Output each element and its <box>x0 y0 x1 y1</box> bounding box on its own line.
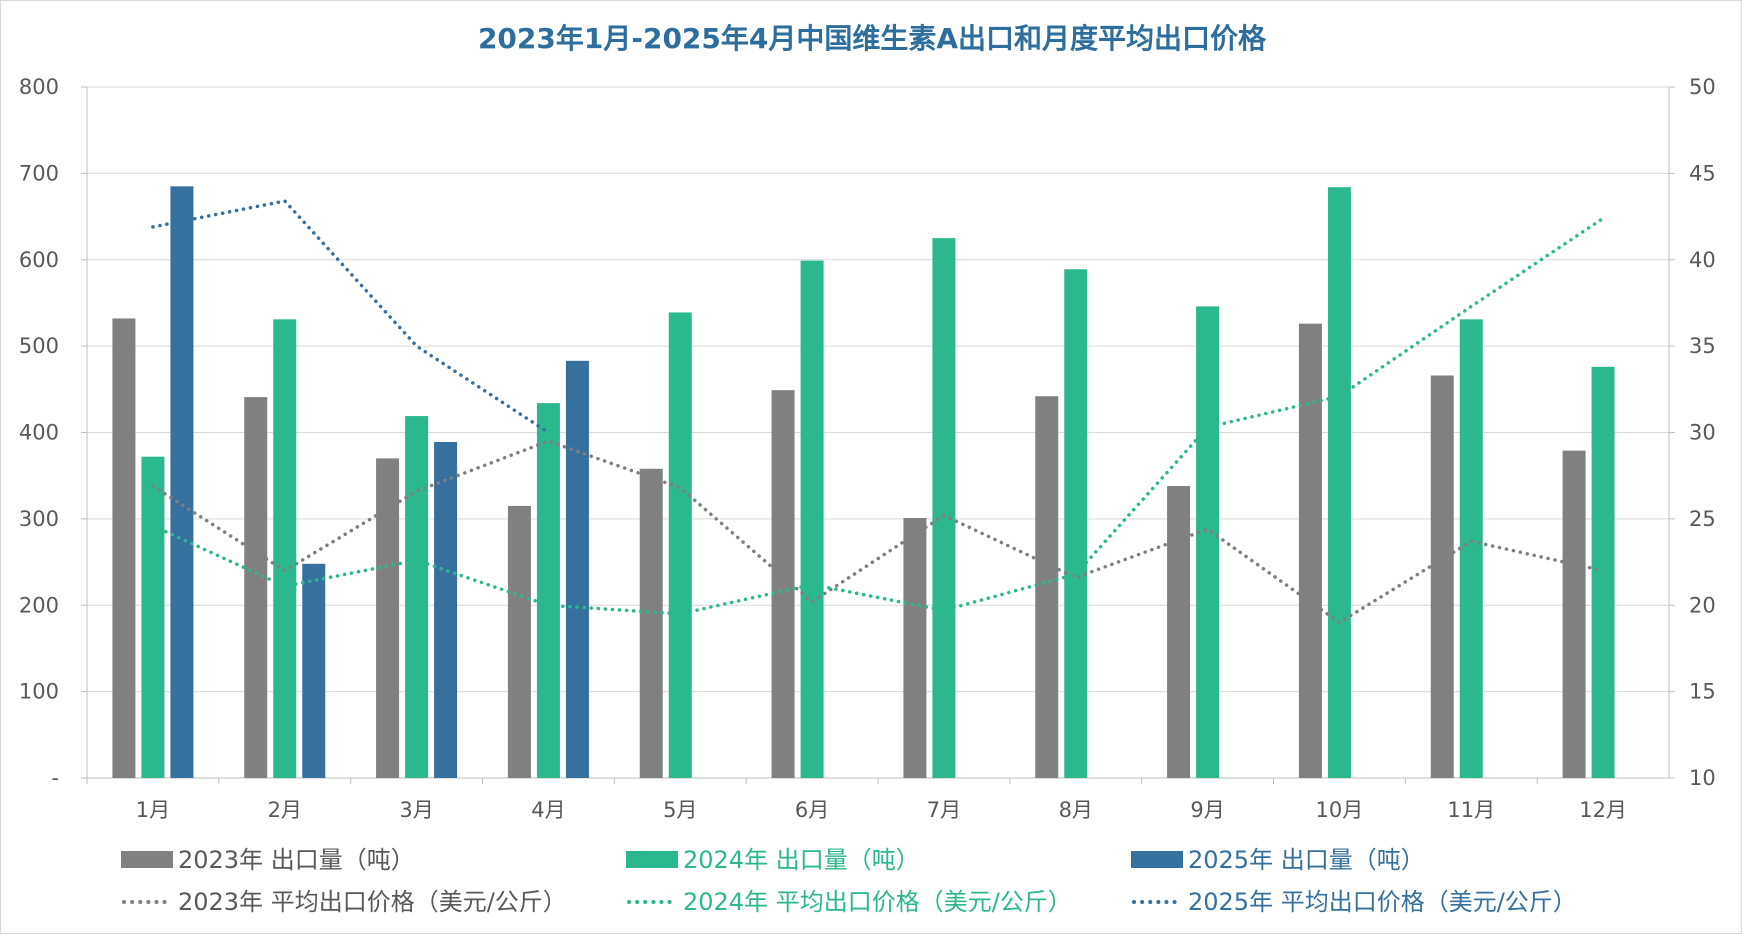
bar <box>1591 366 1615 778</box>
bar <box>1459 319 1483 778</box>
x-tick-label: 6月 <box>795 798 829 822</box>
bar <box>565 360 589 778</box>
legend-label: 2023年 平均出口价格（美元/公斤） <box>178 888 567 916</box>
y-right-tick-label: 30 <box>1689 421 1716 445</box>
bar <box>273 319 297 778</box>
legend-swatch <box>121 851 173 868</box>
x-tick-label: 4月 <box>531 798 565 822</box>
x-tick-label: 11月 <box>1447 798 1495 822</box>
bar <box>1327 187 1351 778</box>
bar <box>1298 323 1322 778</box>
lines-layer <box>151 199 1605 625</box>
bar <box>507 505 531 778</box>
bar <box>1562 450 1586 778</box>
axes-layer: - 100 200 300 400 500 600 700 800 10 15 20 25 30 35 40 4… <box>19 75 1716 822</box>
bar <box>244 397 268 778</box>
x-tick-label: 7月 <box>927 798 961 822</box>
bar <box>405 416 429 778</box>
y-left-tick-label: 800 <box>19 75 59 99</box>
bar <box>302 563 326 778</box>
legend-label: 2025年 平均出口价格（美元/公斤） <box>1188 888 1577 916</box>
bar <box>1064 269 1088 778</box>
y-right-tick-label: 45 <box>1689 161 1716 185</box>
bar <box>376 458 400 778</box>
y-right-tick-label: 25 <box>1689 507 1716 531</box>
legend-label: 2025年 出口量（吨） <box>1188 846 1425 874</box>
bar <box>1430 375 1454 778</box>
price-line <box>151 216 1605 616</box>
bar <box>639 468 663 778</box>
y-right-tick-label: 10 <box>1689 766 1716 790</box>
x-tick-label: 5月 <box>663 798 697 822</box>
y-right-tick-label: 20 <box>1689 593 1716 617</box>
bar <box>903 518 927 778</box>
bar <box>771 390 795 778</box>
legend-label: 2024年 出口量（吨） <box>683 846 920 874</box>
x-tick-label: 3月 <box>399 798 433 822</box>
y-left-tick-label: - <box>51 766 59 790</box>
legend-swatch <box>1131 851 1183 868</box>
y-left-tick-label: 100 <box>19 680 59 704</box>
grid-layer <box>87 86 1669 693</box>
y-left-tick-label: 500 <box>19 334 59 358</box>
y-left-tick-label: 600 <box>19 248 59 272</box>
bar <box>932 238 956 778</box>
y-left-tick-label: 700 <box>19 161 59 185</box>
legend-label: 2024年 平均出口价格（美元/公斤） <box>683 888 1072 916</box>
bar <box>170 186 194 779</box>
chart-title: 2023年1月-2025年4月中国维生素A出口和月度平均出口价格 <box>478 22 1267 55</box>
bars-layer <box>112 186 1615 779</box>
legend-layer: 2023年 出口量（吨） 2024年 出口量（吨） 2025年 出口量（吨） 2023… <box>121 846 1577 916</box>
y-left-tick-label: 200 <box>19 593 59 617</box>
x-tick-label: 10月 <box>1316 798 1364 822</box>
y-left-tick-label: 400 <box>19 421 59 445</box>
bar <box>668 312 692 778</box>
x-tick-label: 9月 <box>1190 798 1224 822</box>
bar <box>1035 396 1059 778</box>
bar <box>1196 306 1220 778</box>
legend-label: 2023年 出口量（吨） <box>178 846 415 874</box>
y-right-tick-label: 35 <box>1689 334 1716 358</box>
legend-swatch <box>626 851 678 868</box>
x-tick-label: 2月 <box>268 798 302 822</box>
x-tick-label: 12月 <box>1579 798 1627 822</box>
bar <box>1167 486 1191 778</box>
bar <box>434 442 458 778</box>
x-tick-label: 1月 <box>136 798 170 822</box>
price-line <box>151 199 551 435</box>
bar <box>536 403 560 778</box>
y-right-tick-label: 40 <box>1689 248 1716 272</box>
y-right-tick-label: 50 <box>1689 75 1716 99</box>
y-left-tick-label: 300 <box>19 507 59 531</box>
price-line <box>151 439 1605 625</box>
y-right-tick-label: 15 <box>1689 680 1716 704</box>
bar <box>141 456 165 778</box>
bar <box>800 260 824 778</box>
bar <box>112 318 136 778</box>
x-tick-label: 8月 <box>1059 798 1093 822</box>
